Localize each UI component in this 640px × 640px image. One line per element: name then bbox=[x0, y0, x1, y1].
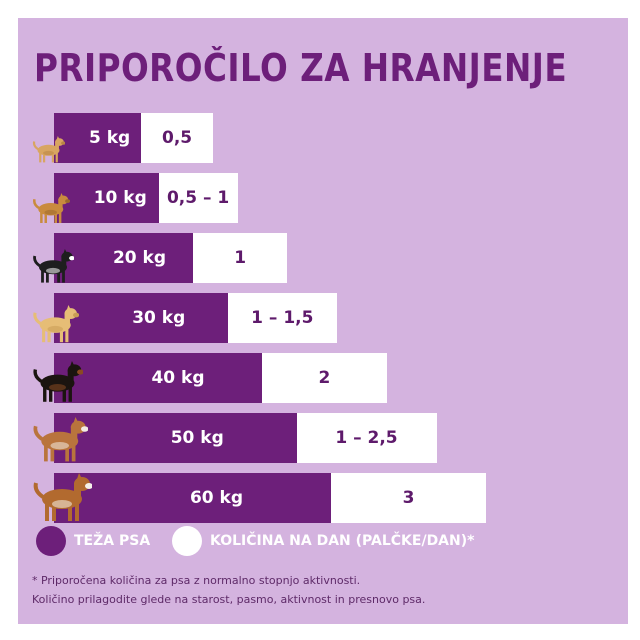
feeding-chart-panel: PRIPOROČILO ZA HRANJENJE 5 kg 0,5 10 kg 0,5… bbox=[18, 18, 628, 624]
labrador-icon bbox=[33, 304, 79, 342]
legend-label-amount: KOLIČINA NA DAN (PALČKE/DAN)* bbox=[210, 533, 475, 549]
weight-bar bbox=[54, 413, 297, 463]
weight-bar bbox=[54, 173, 159, 223]
weight-bar bbox=[54, 293, 228, 343]
chihuahua-icon bbox=[32, 136, 65, 163]
saint-bernard-icon bbox=[33, 473, 92, 521]
amount-bar bbox=[296, 413, 437, 463]
weight-label: 20 kg bbox=[112, 248, 167, 268]
weight-label: 60 kg bbox=[189, 488, 244, 508]
terrier-icon bbox=[33, 192, 70, 223]
weight-bar bbox=[54, 233, 193, 283]
amount-label: 1 – 2,5 bbox=[335, 428, 398, 448]
footnote-adjust: Količino prilagodite glede na starost, p… bbox=[32, 593, 426, 606]
weight-bar bbox=[54, 113, 142, 163]
amount-label: 1 – 1,5 bbox=[251, 308, 314, 328]
weight-label: 10 kg bbox=[93, 188, 147, 208]
amount-bar bbox=[331, 473, 487, 523]
amount-label: 2 bbox=[318, 368, 331, 388]
amount-label: 0,5 – 1 bbox=[166, 188, 230, 208]
legend-swatch-weight bbox=[36, 526, 66, 556]
footnote-activity: * Priporočena količina za psa z normalno… bbox=[32, 574, 361, 587]
amount-bar bbox=[141, 113, 213, 163]
amount-bar bbox=[193, 233, 288, 283]
chart-title: PRIPOROČILO ZA HRANJENJE bbox=[34, 46, 568, 90]
weight-bar bbox=[54, 353, 262, 403]
weight-label: 50 kg bbox=[170, 428, 224, 448]
amount-label: 0,5 bbox=[161, 128, 193, 148]
footnotes: * Priporočena količina za psa z normalno… bbox=[32, 574, 425, 612]
bar-rows: 5 kg 0,5 10 kg 0,5 – 1 20 kg 1 30 kg 1 – 1,5 40 … bbox=[18, 18, 628, 624]
amount-label: 3 bbox=[402, 488, 415, 508]
weight-label: 40 kg bbox=[151, 368, 205, 388]
weight-bar bbox=[54, 473, 331, 523]
rottweiler-icon bbox=[33, 360, 83, 402]
boxer-icon bbox=[33, 416, 88, 462]
amount-bar bbox=[262, 353, 387, 403]
amount-bar bbox=[227, 293, 338, 343]
legend-swatch-amount bbox=[172, 526, 202, 556]
amount-bar bbox=[158, 173, 238, 223]
weight-label: 5 kg bbox=[89, 128, 131, 148]
border-collie-icon bbox=[33, 248, 74, 283]
weight-label: 30 kg bbox=[132, 308, 186, 328]
legend-label-weight: TEŽA PSA bbox=[74, 533, 151, 549]
legend: TEŽA PSA KOLIČINA NA DAN (PALČKE/DAN)* bbox=[36, 526, 616, 558]
amount-label: 1 bbox=[234, 248, 247, 268]
